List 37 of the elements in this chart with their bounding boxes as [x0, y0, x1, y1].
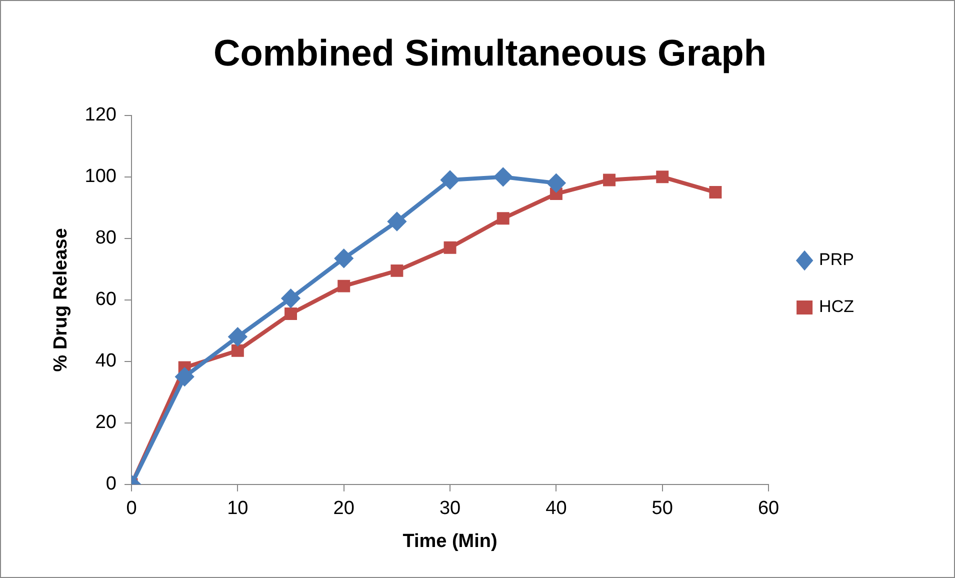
- chart-title: Combined Simultaneous Graph: [214, 32, 766, 74]
- x-axis-title: Time (Min): [402, 530, 498, 552]
- y-tick-label: 120: [84, 104, 116, 126]
- point: [282, 289, 300, 308]
- x-tick-label: 40: [546, 498, 567, 520]
- point: [496, 212, 510, 225]
- point: [547, 174, 566, 192]
- point: [390, 264, 404, 277]
- legend-label: HCZ: [819, 297, 854, 316]
- point: [388, 212, 406, 230]
- x-tick-label: 30: [439, 498, 461, 520]
- point: [441, 170, 460, 189]
- point: [656, 170, 669, 184]
- y-tick-label: 60: [95, 289, 116, 310]
- y-tick-label: 40: [95, 350, 116, 372]
- point: [176, 368, 194, 386]
- point: [550, 188, 562, 200]
- y-tick-label: 0: [106, 474, 116, 495]
- y-axis-title: % Drug Release: [50, 228, 72, 372]
- point: [334, 249, 353, 268]
- point: [228, 328, 247, 346]
- x-tick-label: 20: [333, 498, 354, 520]
- point: [494, 168, 512, 186]
- x-tick-label: 10: [227, 498, 248, 520]
- y-tick-label: 100: [84, 166, 116, 188]
- point: [709, 186, 722, 199]
- y-tick-label: 20: [95, 412, 116, 434]
- point: [338, 280, 350, 292]
- x-tick-label: 0: [126, 498, 137, 520]
- y-tick-label: 80: [95, 228, 116, 249]
- x-tick-label: 50: [652, 498, 673, 520]
- point: [444, 241, 456, 254]
- x-tick-label: 60: [758, 498, 780, 520]
- point: [231, 344, 244, 357]
- point: [284, 307, 298, 320]
- legend-label: PRP: [819, 250, 854, 270]
- point: [603, 174, 616, 186]
